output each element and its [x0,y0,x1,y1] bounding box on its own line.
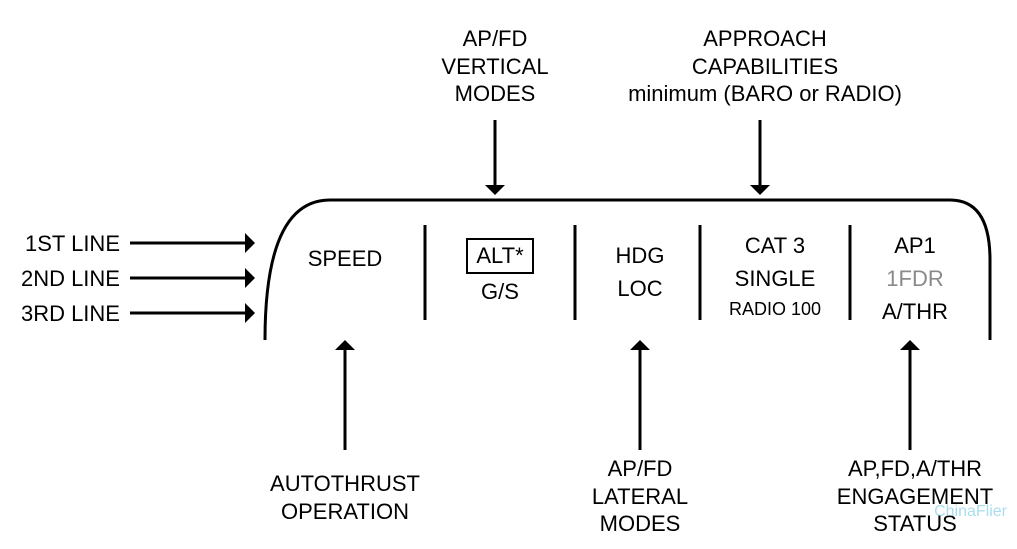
boxed-alt: ALT* [466,238,533,274]
text: AUTOTHRUST [270,471,420,496]
text: AP,FD,A/THR [848,456,982,481]
text: MODES [455,81,536,106]
col1-speed: SPEED [290,245,400,273]
line-label-1: 1ST LINE [0,230,120,258]
bottom-autothrust: AUTOTHRUST OPERATION [245,470,445,525]
text: minimum (BARO or RADIO) [628,81,902,106]
text: LATERAL [592,484,688,509]
col4-single: SINGLE [705,265,845,293]
text: OPERATION [281,499,409,524]
watermark: ChinaFlier [934,503,1007,521]
text: MODES [600,511,681,536]
col4-radio: RADIO 100 [705,298,845,321]
text: CAPABILITIES [692,54,838,79]
text: VERTICAL [441,54,548,79]
text: AP/FD [463,26,528,51]
col3-hdg: HDG [585,242,695,270]
col2-alt: ALT* [435,238,565,274]
text: AP/FD [608,456,673,481]
line-label-3: 3RD LINE [0,300,120,328]
col5-ap1: AP1 [855,232,975,260]
col5-1fdr: 1FDR [855,265,975,293]
top-approach-capabilities: APPROACH CAPABILITIES minimum (BARO or R… [620,25,910,108]
col3-loc: LOC [585,275,695,303]
line-label-2: 2ND LINE [0,265,120,293]
text: APPROACH [703,26,826,51]
col2-gs: G/S [435,278,565,306]
col5-athr: A/THR [855,298,975,326]
bottom-engagement: AP,FD,A/THR ENGAGEMENT STATUS [825,455,1005,538]
bottom-lateral: AP/FD LATERAL MODES [560,455,720,538]
top-vertical-modes: AP/FD VERTICAL MODES [420,25,570,108]
col4-cat3: CAT 3 [705,232,845,260]
